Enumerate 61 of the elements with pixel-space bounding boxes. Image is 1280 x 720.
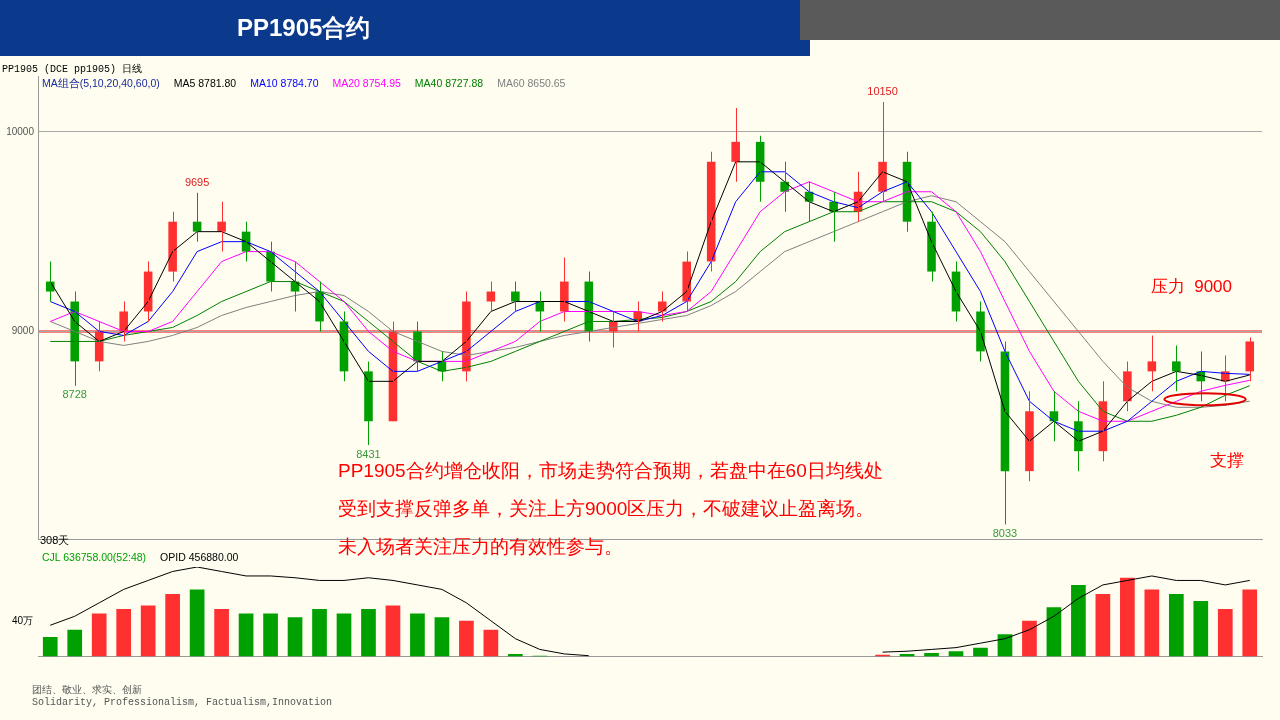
bar <box>312 609 327 657</box>
bar <box>1217 609 1233 657</box>
bar <box>1144 589 1160 657</box>
text: 团结、敬业、求实、创新 <box>32 683 142 697</box>
bar <box>238 613 254 657</box>
bar <box>165 593 180 657</box>
bar <box>189 589 205 657</box>
candlestick <box>1025 391 1034 482</box>
annotation: 308天 <box>40 533 70 548</box>
series-label: OPID 456880.00 <box>160 551 239 563</box>
bar <box>140 605 156 657</box>
annotation: PP1905合约增仓收阳，市场走势符合预期，若盘中在60日均线处 <box>338 459 883 483</box>
text: CJL 636758.00(52:48) <box>42 551 147 563</box>
annotation: 支撑 <box>1210 450 1244 472</box>
annotation: 10150 <box>867 85 898 98</box>
y-tick-label: 9000 <box>11 325 35 337</box>
annotation: 8033 <box>992 526 1018 539</box>
bar <box>1193 601 1209 657</box>
annotation: 8728 <box>62 388 87 401</box>
text: MA10 8784.70 <box>250 77 319 91</box>
chart-title: PP1905合约 <box>237 13 371 43</box>
bar <box>91 613 107 657</box>
ref-line-label: 压力 9000 <box>1150 276 1232 296</box>
bar <box>1095 593 1111 657</box>
bar <box>483 629 499 657</box>
text: 40万 <box>12 614 34 628</box>
bar <box>263 613 278 657</box>
text: Solidarity, Professionalism, Factualism,Innovation <box>32 697 333 708</box>
bar <box>434 617 450 657</box>
y-tick-label: 10000 <box>6 125 35 137</box>
candlestick <box>1172 345 1181 392</box>
bar <box>410 613 425 657</box>
bar <box>1022 620 1037 657</box>
text: MA20 8754.95 <box>332 77 401 91</box>
annotation: 8431 <box>356 447 381 460</box>
bar <box>1046 607 1062 657</box>
bar <box>116 609 132 657</box>
candlestick <box>731 107 740 182</box>
annotation: 未入场者关注压力的有效性参与。 <box>338 535 623 559</box>
bar <box>42 636 58 657</box>
candlestick <box>364 361 373 445</box>
annotation: 9695 <box>184 176 210 189</box>
text: MA40 8727.88 <box>414 77 484 91</box>
bar <box>385 605 401 657</box>
text: MA5 8781.80 <box>173 77 237 91</box>
bar <box>287 617 303 657</box>
bar <box>336 613 352 657</box>
candlestick <box>1245 337 1255 382</box>
bar <box>973 647 988 657</box>
bar <box>1168 593 1184 657</box>
bar <box>1242 589 1258 657</box>
annotation: 受到支撑反弹多单，关注上方9000区压力，不破建议止盈离场。 <box>338 497 875 521</box>
chart-subtitle: PP1905 (DCE pp1905) 日线 <box>2 63 143 76</box>
bar <box>361 609 376 657</box>
text: MA60 8650.65 <box>497 77 566 91</box>
legend-title: MA组合(5,10,20,40,60,0) <box>42 77 160 91</box>
bar <box>1120 577 1135 657</box>
bar <box>67 629 83 657</box>
bar <box>1071 584 1086 657</box>
bar <box>459 620 474 657</box>
bar <box>214 609 229 657</box>
